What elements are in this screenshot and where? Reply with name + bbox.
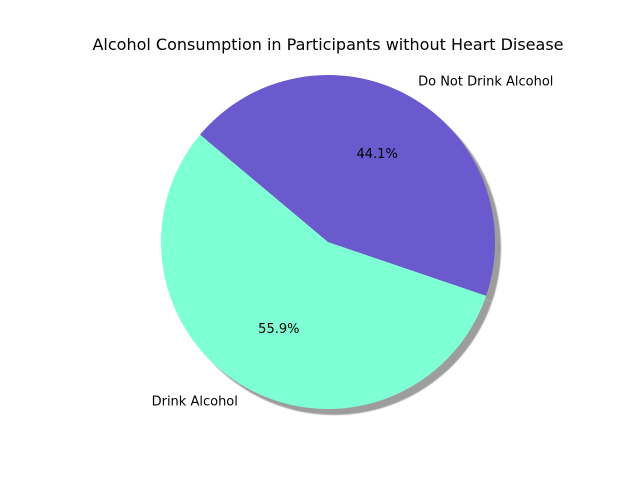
slice-percent-drink-alcohol: 55.9% — [258, 322, 299, 337]
slice-percent-do-not-drink-alcohol: 44.1% — [357, 147, 398, 162]
pie-labels: Drink Alcohol 55.9% Do Not Drink Alcohol 44… — [152, 74, 554, 409]
pie-slice-drink-alcohol — [161, 134, 487, 409]
pie-slice-do-not-drink-alcohol — [200, 74, 496, 296]
slice-label-do-not-drink-alcohol: Do Not Drink Alcohol — [418, 74, 553, 89]
pie-slices — [161, 74, 496, 409]
slice-label-drink-alcohol: Drink Alcohol — [152, 395, 238, 410]
chart-title: Alcohol Consumption in Participants with… — [92, 35, 563, 54]
